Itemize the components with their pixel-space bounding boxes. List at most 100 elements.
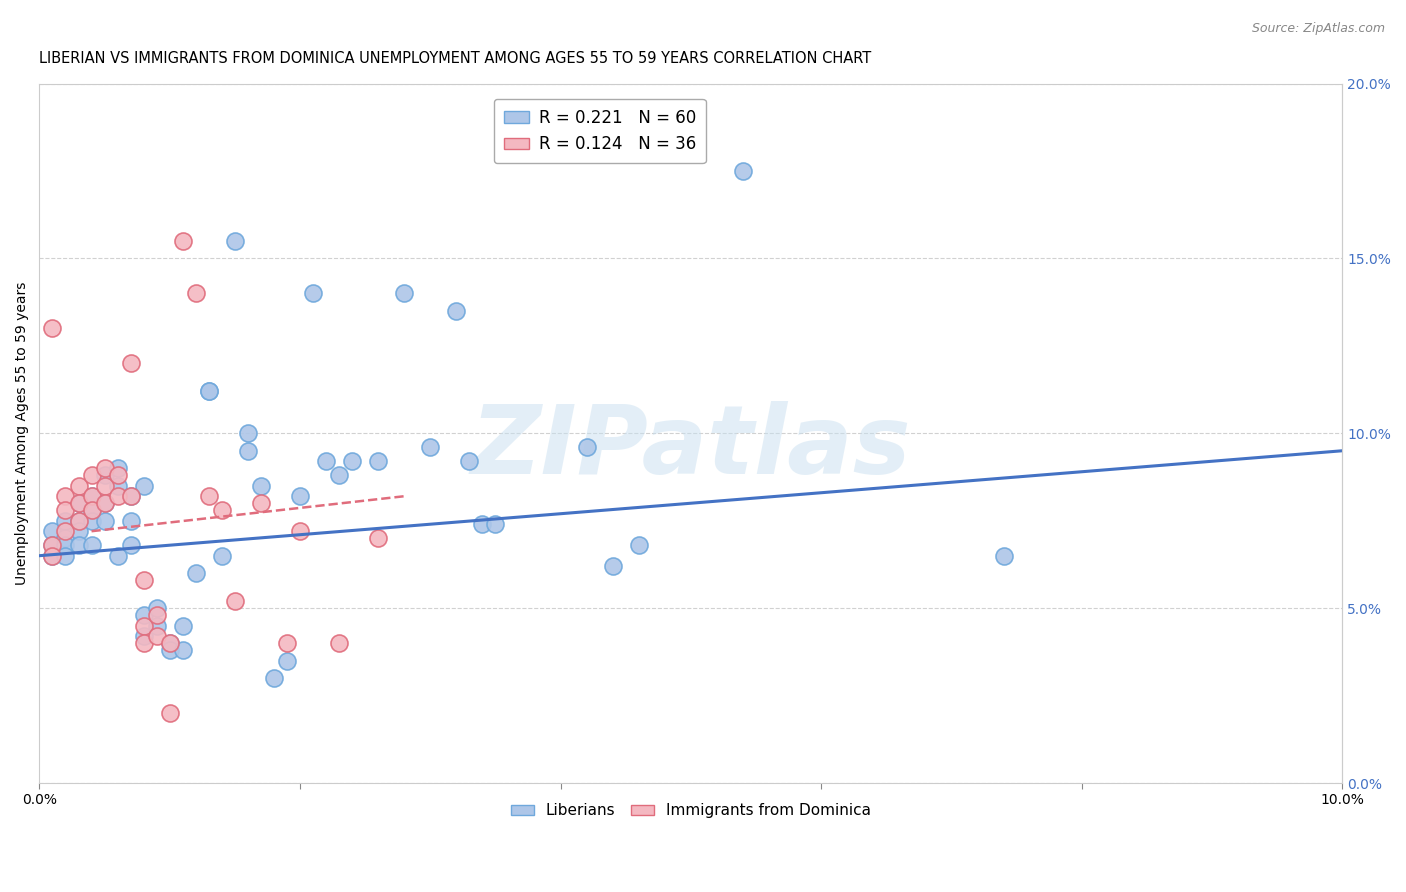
Point (107, 461, 129, 475)
Point (132, 479, 155, 493)
Point (250, 496, 273, 510)
Point (197, 489, 219, 503)
Point (276, 636, 298, 650)
Point (41, 321, 63, 335)
Point (731, 164, 754, 178)
Point (288, 524, 311, 539)
Legend: Liberians, Immigrants from Dominica: Liberians, Immigrants from Dominica (505, 797, 877, 824)
Point (80, 514, 103, 528)
Point (132, 608, 155, 623)
Point (41, 538, 63, 552)
Point (41, 538, 63, 552)
Point (197, 384, 219, 399)
Point (419, 440, 441, 454)
Point (250, 479, 273, 493)
Point (446, 303, 468, 318)
Point (145, 618, 167, 632)
Point (80, 538, 103, 552)
Point (145, 601, 167, 615)
Point (107, 479, 129, 493)
Point (55, 538, 77, 552)
Point (236, 443, 259, 458)
Point (172, 643, 194, 657)
Point (67, 496, 90, 510)
Point (132, 573, 155, 587)
Point (184, 566, 207, 581)
Point (80, 489, 103, 503)
Point (55, 503, 77, 517)
Point (484, 517, 506, 532)
Point (80, 489, 103, 503)
Point (132, 618, 155, 632)
Point (159, 636, 181, 650)
Y-axis label: Unemployment Among Ages 55 to 59 years: Unemployment Among Ages 55 to 59 years (15, 282, 30, 585)
Point (263, 671, 285, 685)
Point (392, 286, 415, 301)
Point (458, 454, 481, 468)
Point (288, 489, 311, 503)
Point (575, 440, 598, 454)
Point (93, 496, 115, 510)
Point (340, 454, 363, 468)
Point (67, 514, 90, 528)
Point (367, 454, 389, 468)
Point (107, 489, 129, 503)
Point (627, 538, 650, 552)
Point (93, 468, 115, 483)
Point (315, 454, 337, 468)
Point (328, 468, 350, 483)
Point (224, 594, 246, 608)
Text: Source: ZipAtlas.com: Source: ZipAtlas.com (1251, 22, 1385, 36)
Point (80, 503, 103, 517)
Point (41, 549, 63, 563)
Point (159, 706, 181, 720)
Point (67, 496, 90, 510)
Text: ZIPatlas: ZIPatlas (471, 401, 911, 494)
Point (197, 384, 219, 399)
Point (328, 636, 350, 650)
Point (602, 559, 624, 574)
Point (367, 531, 389, 545)
Point (80, 468, 103, 483)
Point (93, 461, 115, 475)
Point (67, 514, 90, 528)
Point (107, 549, 129, 563)
Point (107, 468, 129, 483)
Point (993, 549, 1015, 563)
Point (93, 514, 115, 528)
Point (120, 489, 142, 503)
Point (67, 524, 90, 539)
Point (211, 503, 233, 517)
Point (172, 234, 194, 248)
Point (55, 514, 77, 528)
Point (159, 643, 181, 657)
Point (471, 517, 494, 532)
Point (80, 503, 103, 517)
Point (145, 608, 167, 623)
Point (67, 479, 90, 493)
Point (93, 479, 115, 493)
Point (41, 549, 63, 563)
Point (120, 489, 142, 503)
Point (120, 538, 142, 552)
Point (55, 489, 77, 503)
Point (55, 531, 77, 545)
Point (120, 514, 142, 528)
Text: LIBERIAN VS IMMIGRANTS FROM DOMINICA UNEMPLOYMENT AMONG AGES 55 TO 59 YEARS CORR: LIBERIAN VS IMMIGRANTS FROM DOMINICA UNE… (39, 51, 872, 66)
Point (184, 286, 207, 301)
Point (211, 549, 233, 563)
Point (55, 524, 77, 539)
Point (172, 618, 194, 632)
Point (93, 496, 115, 510)
Point (224, 234, 246, 248)
Point (302, 286, 325, 301)
Point (276, 654, 298, 668)
Point (67, 538, 90, 552)
Point (120, 356, 142, 370)
Point (236, 426, 259, 441)
Point (41, 524, 63, 539)
Point (159, 636, 181, 650)
Point (132, 636, 155, 650)
Point (145, 629, 167, 643)
Point (55, 549, 77, 563)
